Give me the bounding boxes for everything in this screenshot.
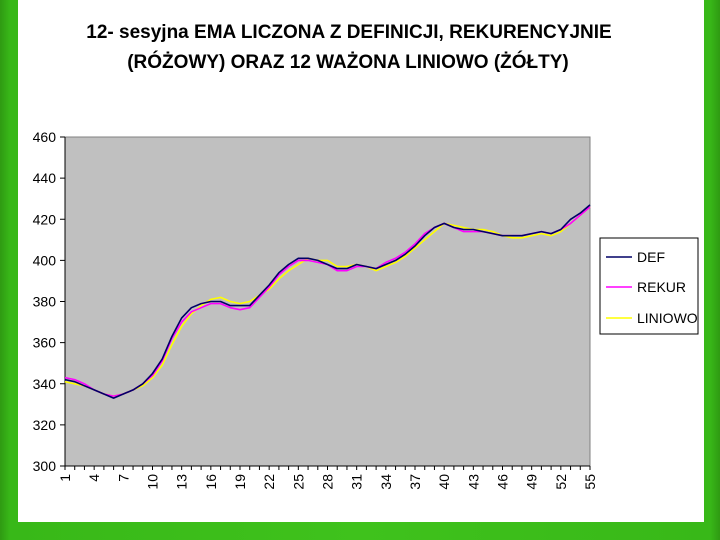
series-line-def xyxy=(64,204,591,399)
x-tick-label: 7 xyxy=(115,474,131,482)
y-tick-label: 300 xyxy=(33,458,57,474)
plot-area xyxy=(64,136,591,467)
series-layer xyxy=(64,204,591,399)
x-tick-label: 55 xyxy=(582,474,598,490)
x-tick-label: 25 xyxy=(290,474,306,490)
y-tick-label: 420 xyxy=(33,211,57,227)
chart-title-line-2: (RÓŻOWY) ORAZ 12 WAŻONA LINIOWO (ŻÓŁTY) xyxy=(127,51,569,73)
legend-label-def: DEF xyxy=(637,249,665,265)
legend-label-liniowo: LINIOWO xyxy=(637,310,698,326)
x-axis: 1 4 7 10 13 16 19 22 25 28 31 34 37 40 43 46 49 52 55 xyxy=(57,465,598,490)
legend: DEF REKUR LINIOWO xyxy=(599,237,699,335)
x-tick-label: 16 xyxy=(203,474,219,490)
y-tick-label: 400 xyxy=(33,252,57,268)
x-tick-label: 1 xyxy=(57,474,73,482)
y-tick-label: 340 xyxy=(33,376,57,392)
legend-label-rekur: REKUR xyxy=(637,279,686,295)
x-tick-label: 28 xyxy=(320,474,336,490)
y-tick-label: 320 xyxy=(33,417,57,433)
x-tick-label: 34 xyxy=(378,474,394,490)
x-tick-label: 49 xyxy=(524,474,540,490)
x-tick-label: 52 xyxy=(553,474,569,490)
x-tick-label: 4 xyxy=(86,474,102,482)
x-tick-label: 37 xyxy=(407,474,423,490)
y-tick-label: 460 xyxy=(33,129,57,145)
x-tick-label: 40 xyxy=(436,474,452,490)
y-tick-label: 360 xyxy=(33,335,57,351)
x-tick-label: 22 xyxy=(261,474,277,490)
x-tick-label: 10 xyxy=(145,474,161,490)
x-tick-label: 19 xyxy=(232,474,248,490)
y-tick-label: 440 xyxy=(33,170,57,186)
y-tick-label: 380 xyxy=(33,294,57,310)
x-tick-label: 31 xyxy=(349,474,365,490)
x-tick-label: 43 xyxy=(465,474,481,490)
chart-title-line-1: 12- sesyjna EMA LICZONA Z DEFINICJI, REK… xyxy=(86,22,611,43)
x-tick-label: 13 xyxy=(174,474,190,490)
x-tick-label: 46 xyxy=(495,474,511,490)
y-axis: 300 320 340 360 380 400 420 440 460 xyxy=(33,129,66,474)
